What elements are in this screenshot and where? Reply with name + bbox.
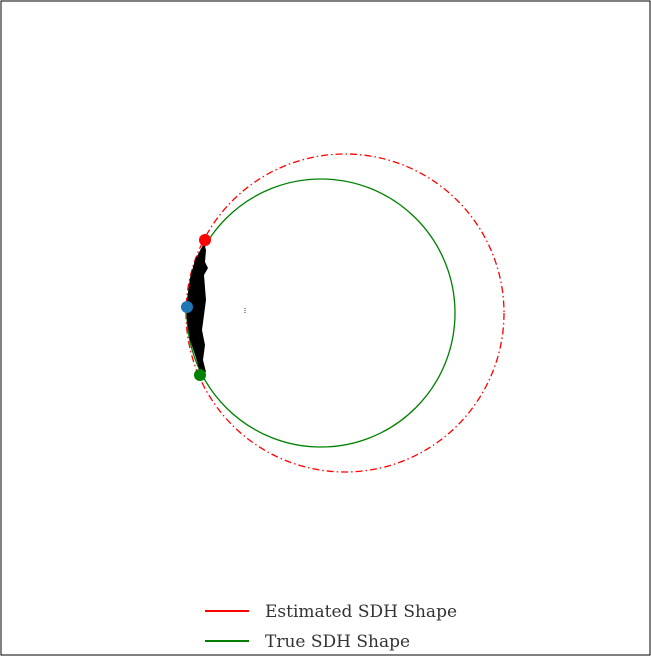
legend-estimated-label: Estimated SDH Shape: [265, 602, 457, 622]
point-bottom-marker: [194, 369, 206, 381]
legend-true-label: True SDH Shape: [265, 632, 410, 652]
true-sdh-circle: [186, 178, 456, 448]
legend: Estimated SDH Shape True SDH Shape: [205, 602, 457, 652]
black-filled-region: [187, 243, 208, 372]
point-top-marker: [199, 234, 211, 246]
point-left-marker: [181, 301, 193, 313]
estimated-sdh-circle: [185, 153, 505, 473]
